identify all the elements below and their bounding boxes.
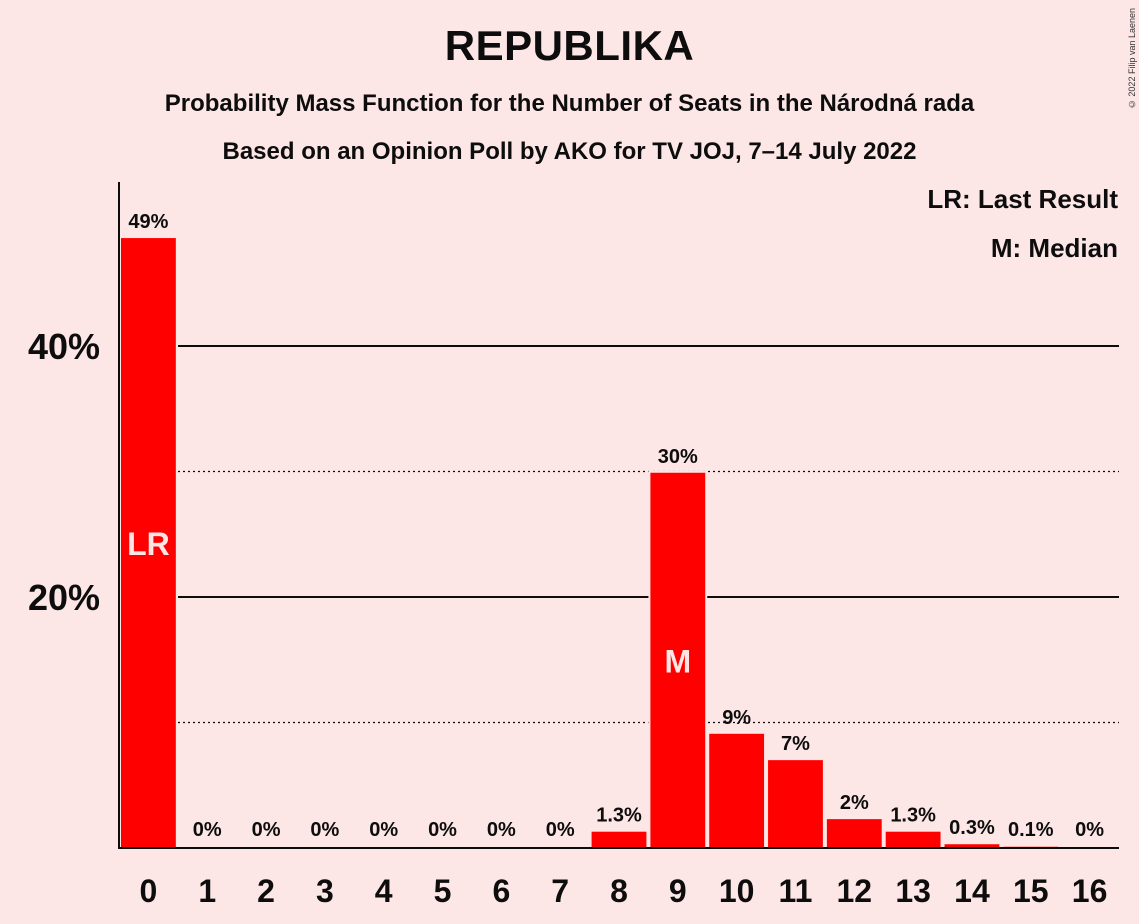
data-label: 0% <box>487 819 516 841</box>
y-tick-label: 20% <box>28 577 100 618</box>
data-label: 0% <box>252 819 281 841</box>
x-tick-label: 7 <box>551 873 569 909</box>
data-label: 0% <box>193 819 222 841</box>
marker-m: M <box>664 643 691 679</box>
x-tick-label: 3 <box>316 873 334 909</box>
x-tick-label: 5 <box>434 873 452 909</box>
data-label: 7% <box>781 733 810 755</box>
marker-lr: LR <box>127 526 170 562</box>
chart-title: REPUBLIKA <box>444 22 695 69</box>
bar-9 <box>650 472 706 848</box>
bar-12 <box>826 819 882 848</box>
x-tick-label: 14 <box>954 873 990 909</box>
data-label: 1.3% <box>890 805 936 827</box>
chart-subtitle-1: Probability Mass Function for the Number… <box>164 90 975 117</box>
data-label: 49% <box>128 211 168 233</box>
legend-last-result: LR: Last Result <box>927 184 1118 214</box>
x-tick-label: 6 <box>492 873 510 909</box>
x-tick-label: 13 <box>895 873 931 909</box>
data-label: 0.1% <box>1008 819 1054 841</box>
bar-11 <box>768 760 823 848</box>
data-label: 9% <box>722 707 751 729</box>
x-tick-label: 15 <box>1013 873 1049 909</box>
data-label: 0% <box>428 819 457 841</box>
x-tick-label: 2 <box>257 873 275 909</box>
chart-subtitle-2: Based on an Opinion Poll by AKO for TV J… <box>222 138 917 165</box>
x-tick-label: 10 <box>719 873 755 909</box>
y-tick-label: 40% <box>28 326 100 367</box>
data-label: 0% <box>1075 819 1104 841</box>
data-label: 0.3% <box>949 817 995 839</box>
x-tick-label: 0 <box>140 873 158 909</box>
bar-outline <box>1001 844 1061 848</box>
x-tick-label: 11 <box>779 873 813 909</box>
bar-8 <box>591 831 647 848</box>
x-tick-label: 8 <box>610 873 628 909</box>
legend-median: M: Median <box>991 233 1118 263</box>
bar-0 <box>121 238 176 848</box>
x-tick-label: 1 <box>198 873 216 909</box>
bar-10 <box>709 733 765 848</box>
data-label: 0% <box>546 819 575 841</box>
data-label: 0% <box>369 819 398 841</box>
x-tick-label: 9 <box>669 873 687 909</box>
x-tick-label: 16 <box>1072 873 1108 909</box>
x-tick-label: 4 <box>375 873 393 909</box>
bar-13 <box>885 831 941 848</box>
x-tick-label: 12 <box>836 873 872 909</box>
bar-14 <box>944 844 1000 848</box>
data-label: 1.3% <box>596 805 642 827</box>
data-label: 2% <box>840 792 869 814</box>
data-label: 30% <box>658 446 698 468</box>
data-label: 0% <box>310 819 339 841</box>
